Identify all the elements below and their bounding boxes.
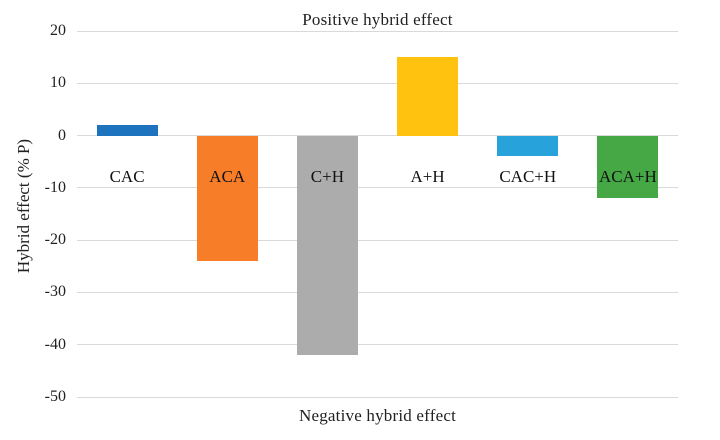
category-label-cac: CAC	[109, 167, 145, 186]
y-tick-label--20: -20	[44, 231, 66, 249]
plot-area	[77, 30, 678, 398]
chart-title-top: Positive hybrid effect	[302, 10, 453, 29]
gridline--30	[77, 291, 678, 293]
gridline-20	[77, 30, 678, 32]
bar-aca-h	[597, 135, 659, 199]
chart-title-bottom: Negative hybrid effect	[298, 406, 457, 425]
y-tick-label-0: 0	[58, 126, 66, 144]
bar-aca	[196, 135, 258, 262]
gridline-0	[77, 135, 678, 137]
y-tick-label--50: -50	[44, 388, 66, 405]
gridline--20	[77, 239, 678, 241]
bar-c-h	[296, 135, 358, 356]
y-tick-label--30: -30	[44, 283, 66, 301]
category-label-a-h: A+H	[410, 167, 445, 186]
gridline--50	[77, 396, 678, 398]
category-label-aca-h: ACA+H	[599, 167, 657, 186]
bar-cac-h	[497, 135, 559, 157]
bar-cac	[96, 125, 158, 136]
y-tick-label-20: 20	[50, 22, 66, 39]
y-tick-label--40: -40	[44, 335, 66, 353]
y-tick-label--10: -10	[44, 178, 66, 196]
gridline--40	[77, 344, 678, 346]
category-label-aca: ACA	[209, 167, 246, 186]
category-label-c-h: C+H	[310, 167, 345, 186]
category-label-cac-h: CAC+H	[499, 167, 557, 186]
bar-a-h	[397, 57, 459, 136]
y-tick-label-10: 10	[50, 74, 66, 92]
gridline-10	[77, 82, 678, 84]
gridline--10	[77, 187, 678, 189]
